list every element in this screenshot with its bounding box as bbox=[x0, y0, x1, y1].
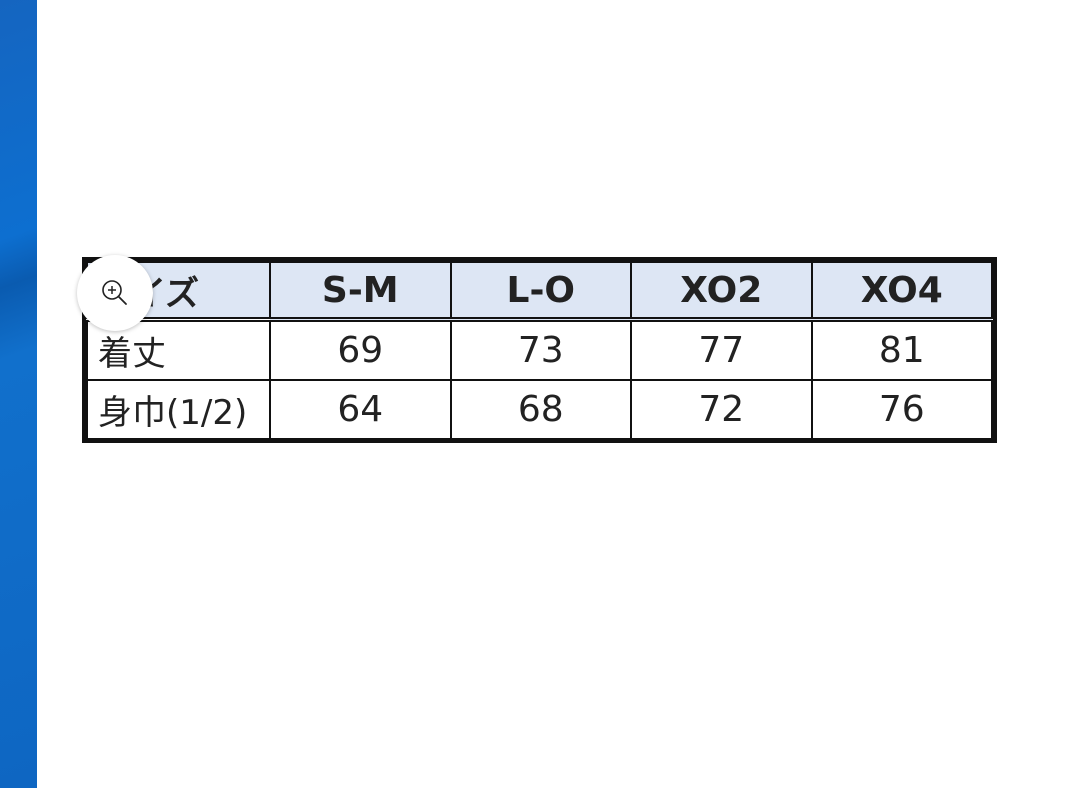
table-cell: 69 bbox=[269, 318, 452, 381]
row-label: 身巾(1/2) bbox=[86, 379, 271, 440]
size-chart: サイズ S-M L-O XO2 XO4 着丈 69 73 77 81 身巾(1/… bbox=[82, 257, 997, 443]
table-row: 身巾(1/2) 64 68 72 76 bbox=[86, 379, 993, 440]
table-cell: 72 bbox=[630, 379, 813, 440]
size-table: サイズ S-M L-O XO2 XO4 着丈 69 73 77 81 身巾(1/… bbox=[86, 261, 993, 440]
header-cell: L-O bbox=[449, 261, 632, 322]
table-cell: 68 bbox=[449, 379, 632, 440]
table-cell: 73 bbox=[449, 318, 632, 381]
table-cell: 64 bbox=[269, 379, 452, 440]
product-image-edge bbox=[0, 0, 37, 788]
header-cell: XO2 bbox=[630, 261, 813, 322]
zoom-in-icon bbox=[102, 280, 127, 305]
table-header-row: サイズ S-M L-O XO2 XO4 bbox=[86, 261, 993, 322]
table-cell: 76 bbox=[810, 379, 993, 440]
table-cell: 77 bbox=[630, 318, 813, 381]
zoom-button[interactable] bbox=[77, 255, 153, 331]
header-cell: XO4 bbox=[810, 261, 993, 322]
table-cell: 81 bbox=[810, 318, 993, 381]
header-cell: S-M bbox=[269, 261, 452, 322]
table-row: 着丈 69 73 77 81 bbox=[86, 318, 993, 381]
